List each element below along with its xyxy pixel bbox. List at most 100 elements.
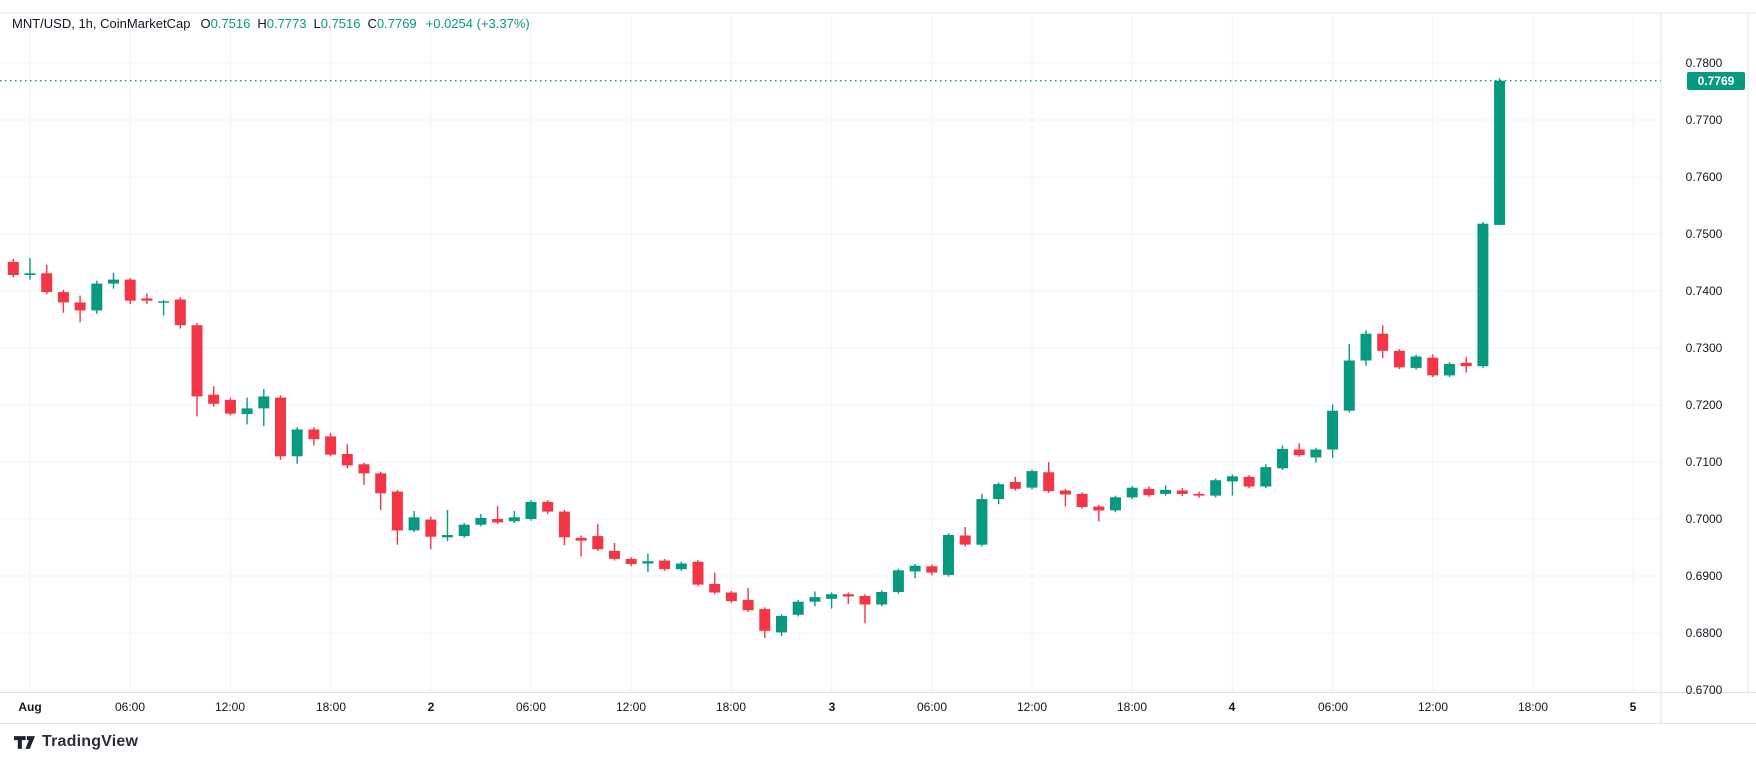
time-axis-label: 18:00: [315, 700, 347, 714]
tradingview-icon: [14, 735, 35, 749]
candle: [675, 561, 687, 571]
price-change: +0.0254 (+3.37%): [425, 15, 530, 31]
candle: [625, 557, 637, 567]
candle: [1393, 349, 1405, 370]
candle: [224, 397, 236, 416]
candle: [1427, 354, 1439, 378]
candle: [275, 395, 286, 460]
time-axis-label: 5: [1629, 700, 1637, 714]
candle: [1360, 330, 1372, 366]
candle: [876, 590, 888, 607]
candle: [926, 564, 938, 576]
candle: [1343, 344, 1355, 413]
ohlc-open: O0.7516: [200, 15, 251, 31]
candle: [208, 386, 220, 407]
candle: [492, 505, 504, 525]
time-axis-label: 18:00: [1116, 700, 1148, 714]
time-axis-label: 12:00: [1417, 700, 1449, 714]
candle: [1444, 362, 1455, 378]
candle: [74, 295, 86, 323]
candle: [7, 259, 19, 278]
candle: [191, 322, 203, 417]
candle: [1327, 404, 1339, 458]
price-axis-label: 0.7500: [1685, 227, 1723, 241]
price-axis-label: 0.6800: [1685, 626, 1723, 640]
candle: [1076, 492, 1088, 509]
candle: [1460, 357, 1472, 373]
time-axis-label: 06:00: [916, 700, 948, 714]
candle: [993, 482, 1005, 505]
time-axis-label: Aug: [18, 700, 42, 714]
candle: [141, 293, 153, 305]
candle: [24, 257, 36, 280]
tradingview-logo-text: TradingView: [42, 733, 139, 750]
price-axis[interactable]: 0.7800 0.7700 0.7600 0.7500 0.7400 0.7300 0.72…: [1661, 13, 1756, 723]
candle: [792, 599, 804, 617]
symbol-title[interactable]: MNT/USD, 1h, CoinMarketCap: [12, 15, 191, 31]
candle: [1477, 222, 1489, 368]
candle: [943, 533, 954, 577]
candle: [391, 489, 403, 545]
candle: [1243, 475, 1255, 489]
price-axis-label: 0.7000: [1685, 512, 1723, 526]
candle: [1310, 447, 1322, 463]
candle: [976, 493, 988, 547]
time-axis-label: 12:00: [214, 700, 246, 714]
price-axis-label: 0.7400: [1685, 284, 1723, 298]
price-axis-label: 0.7800: [1685, 56, 1723, 70]
price-axis-label: 0.7200: [1685, 398, 1723, 412]
candle: [258, 389, 270, 427]
candle: [575, 535, 587, 557]
time-axis-label: 06:00: [114, 700, 146, 714]
candle: [1126, 485, 1138, 500]
candle: [809, 591, 821, 607]
candle: [91, 280, 103, 314]
candle: [1410, 354, 1422, 370]
candle: [41, 264, 53, 295]
time-axis[interactable]: Aug 06:00 12:00 18:00 2 06:00 12:00 18:00 3 06:00…: [0, 693, 1661, 723]
candle: [108, 272, 119, 289]
price-axis-label: 0.7100: [1685, 455, 1723, 469]
candle: [826, 592, 838, 609]
candle: [1009, 476, 1021, 491]
ohlc-low: L0.7516: [313, 15, 361, 31]
price-axis-label: 0.7700: [1685, 113, 1723, 127]
candle: [458, 523, 470, 538]
candle: [241, 397, 253, 425]
candle: [1043, 462, 1055, 493]
candle: [1210, 478, 1222, 498]
ohlc-close: C0.7769: [367, 15, 417, 31]
candle: [592, 524, 604, 551]
candle: [341, 444, 353, 469]
candle: [659, 558, 671, 571]
candle: [1277, 445, 1288, 470]
price-axis-label: 0.6900: [1685, 569, 1723, 583]
candle: [859, 594, 871, 624]
price-axis-label: 0.7600: [1685, 170, 1723, 184]
time-axis-label: 18:00: [1517, 700, 1549, 714]
candle: [442, 509, 453, 542]
candle: [892, 568, 904, 594]
time-axis-label: 2: [427, 700, 435, 714]
candle: [709, 572, 721, 595]
candle: [1377, 325, 1389, 359]
candle: [776, 614, 787, 636]
candle: [842, 592, 854, 604]
candle: [124, 277, 136, 305]
candle: [475, 513, 487, 527]
candle: [174, 297, 186, 329]
current-price-badge: 0.7769: [1687, 72, 1745, 90]
candle: [508, 511, 520, 523]
time-axis-label: 06:00: [515, 700, 547, 714]
candle: [1143, 486, 1155, 497]
time-axis-label: 3: [828, 700, 836, 714]
candle: [1293, 443, 1305, 457]
candle: [525, 500, 537, 521]
time-axis-label: 12:00: [615, 700, 647, 714]
candle: [375, 471, 387, 510]
candle: [158, 300, 170, 316]
tradingview-logo-link[interactable]: TradingView: [14, 733, 138, 751]
candle: [692, 560, 704, 587]
